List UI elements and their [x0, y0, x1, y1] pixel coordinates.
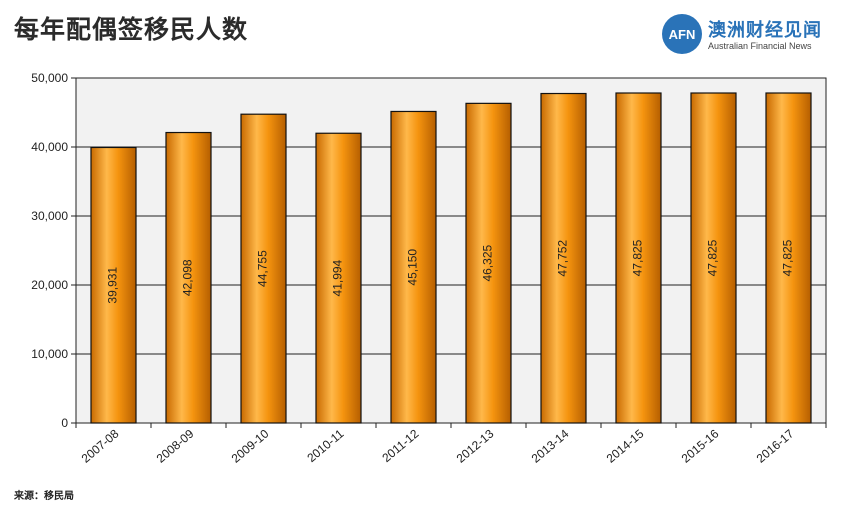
y-tick-label: 0 — [61, 416, 68, 430]
x-tick-label: 2016-17 — [754, 426, 797, 465]
x-tick-label: 2009-10 — [229, 426, 272, 465]
bar — [690, 92, 737, 424]
brand-name-cn: 澳洲财经见闻 — [708, 20, 822, 41]
bar-value-label: 46,325 — [481, 245, 495, 282]
bar-value-label: 47,825 — [706, 239, 720, 276]
y-tick-label: 20,000 — [31, 278, 68, 292]
y-tick-label: 10,000 — [31, 347, 68, 361]
bar — [465, 102, 512, 424]
bar — [165, 131, 212, 424]
bar-value-label: 47,752 — [556, 240, 570, 277]
x-tick-label: 2014-15 — [604, 426, 647, 465]
bar-value-label: 39,931 — [106, 267, 120, 304]
x-tick-label: 2012-13 — [454, 426, 497, 465]
bar — [390, 110, 437, 424]
x-tick-label: 2011-12 — [379, 426, 421, 465]
brand-logo: AFN 澳洲财经见闻 Australian Financial News — [662, 14, 852, 60]
bar-value-label: 41,994 — [331, 259, 345, 296]
bar — [315, 132, 362, 424]
x-tick-label: 2007-08 — [79, 426, 122, 465]
bar — [240, 113, 287, 424]
y-tick-label: 30,000 — [31, 209, 68, 223]
bar-value-label: 42,098 — [181, 259, 195, 296]
brand-name-en: Australian Financial News — [708, 41, 812, 51]
bar — [540, 92, 587, 424]
bar-value-label: 47,825 — [631, 239, 645, 276]
bar — [90, 146, 137, 424]
source-note: 来源：移民局 — [14, 491, 74, 502]
afn-logo-icon: AFN — [662, 14, 702, 54]
page-title: 每年配偶签移民人数 — [14, 15, 249, 44]
bar — [615, 92, 662, 424]
x-tick-label: 2010-11 — [304, 426, 346, 465]
y-tick-label: 40,000 — [31, 140, 68, 154]
x-tick-label: 2013-14 — [529, 426, 572, 465]
bar-value-label: 45,150 — [406, 249, 420, 286]
bar-value-label: 47,825 — [781, 239, 795, 276]
y-tick-label: 50,000 — [31, 71, 68, 85]
x-tick-label: 2015-16 — [679, 426, 722, 465]
bar — [765, 92, 812, 424]
bar-value-label: 44,755 — [256, 250, 270, 287]
x-tick-label: 2008-09 — [154, 426, 197, 465]
